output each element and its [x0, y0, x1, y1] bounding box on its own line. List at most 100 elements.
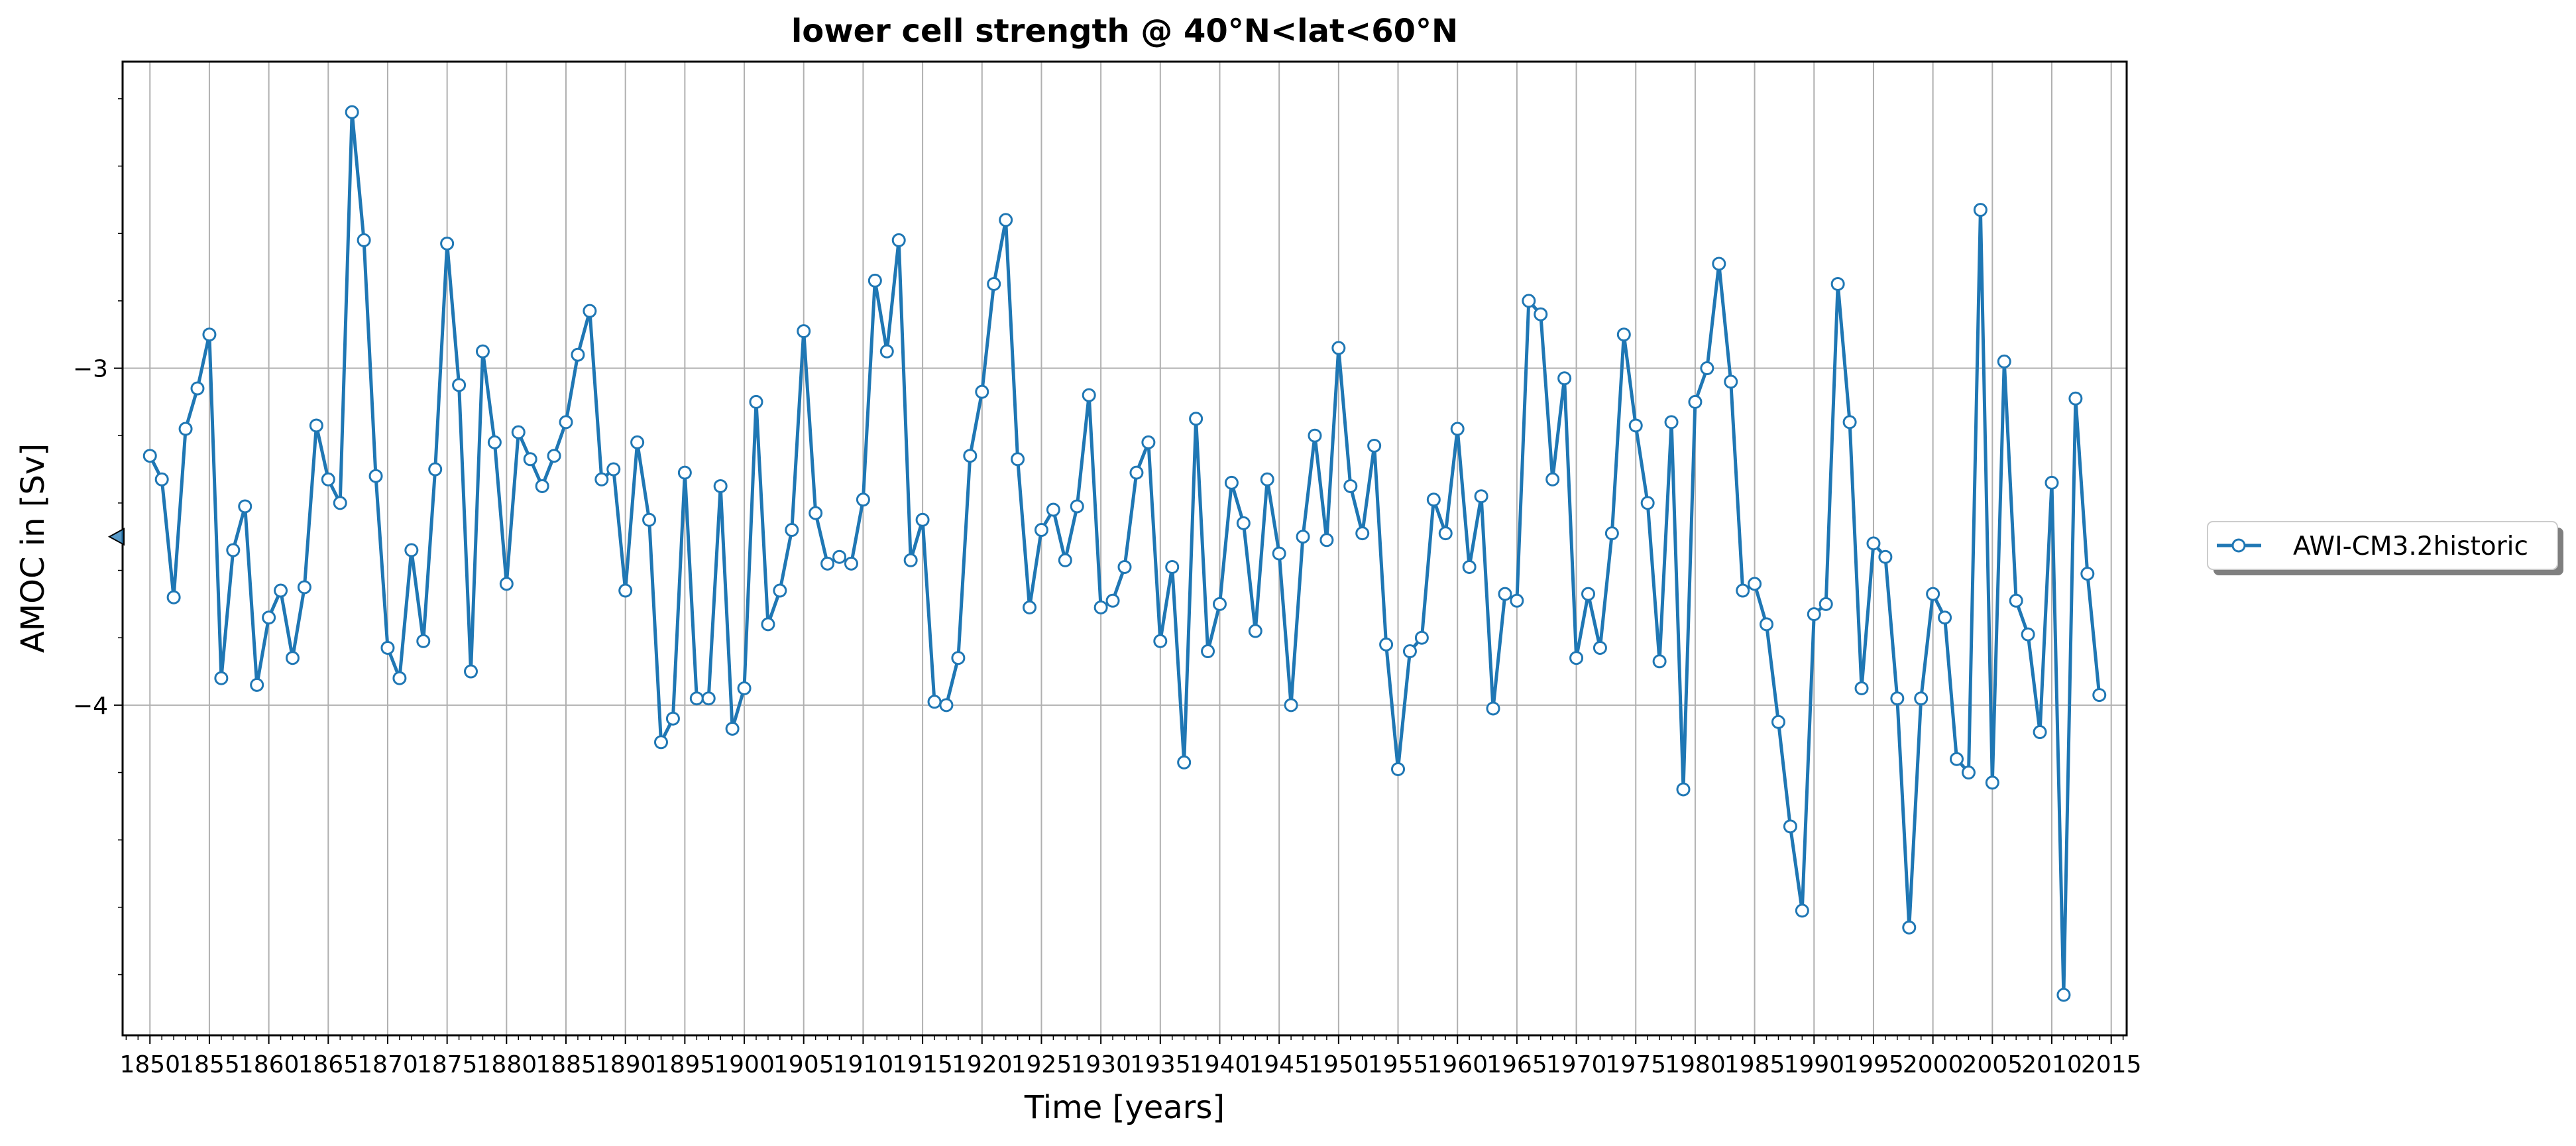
- data-point: [1866, 536, 1881, 551]
- data-point: [1581, 587, 1596, 601]
- data-point: [2021, 627, 2035, 642]
- data-point: [856, 492, 870, 507]
- data-point: [1023, 600, 1037, 614]
- data-point: [452, 378, 467, 392]
- data-point: [1914, 691, 1929, 706]
- data-point: [618, 583, 633, 598]
- x-tick-label: 1870: [357, 1051, 418, 1078]
- data-point: [677, 465, 692, 480]
- data-point: [1652, 654, 1667, 669]
- data-point: [142, 449, 157, 463]
- x-tick-label: 1905: [773, 1051, 834, 1078]
- data-point: [559, 415, 573, 430]
- data-point: [1640, 496, 1655, 510]
- data-point: [428, 462, 443, 477]
- data-point: [1391, 762, 1406, 776]
- x-tick-label: 2000: [1903, 1051, 1964, 1078]
- data-point: [202, 327, 217, 342]
- data-point: [1498, 587, 1512, 601]
- data-point: [1284, 698, 1298, 713]
- data-point: [1296, 530, 1310, 544]
- legend-marker-sample: [2231, 538, 2246, 553]
- data-point: [1604, 526, 1619, 541]
- x-tick-label: 1970: [1546, 1051, 1607, 1078]
- data-point: [1260, 472, 1274, 487]
- data-point: [963, 449, 978, 463]
- data-point: [274, 583, 288, 598]
- y-axis-label: AMOC in [Sv]: [15, 443, 52, 653]
- x-tick-label: 1930: [1070, 1051, 1131, 1078]
- data-point: [1011, 452, 1025, 467]
- data-point: [1616, 327, 1631, 342]
- data-point: [178, 422, 193, 436]
- data-point: [1070, 499, 1084, 514]
- data-point: [1545, 472, 1560, 487]
- data-point: [797, 324, 811, 339]
- data-point: [1438, 526, 1453, 541]
- data-point: [238, 499, 252, 514]
- x-tick-label: 1885: [535, 1051, 596, 1078]
- chart-title: lower cell strength @ 40°N<lat<60°N: [791, 13, 1458, 50]
- data-point: [1842, 415, 1857, 430]
- data-point: [1093, 600, 1108, 614]
- data-point: [2092, 688, 2107, 703]
- data-point: [2080, 567, 2095, 581]
- data-point: [1724, 374, 1738, 389]
- data-point: [927, 695, 942, 709]
- data-point: [1236, 516, 1251, 530]
- data-point: [1272, 546, 1286, 561]
- data-point: [487, 435, 502, 449]
- data-point: [1664, 415, 1679, 430]
- data-point: [154, 472, 169, 487]
- data-point: [166, 590, 181, 604]
- data-point: [1760, 617, 1774, 632]
- data-point: [1117, 559, 1132, 574]
- data-point: [1319, 533, 1334, 547]
- x-tick-label: 2005: [1962, 1051, 2023, 1078]
- data-point: [2068, 391, 2083, 406]
- data-point: [1105, 593, 1120, 608]
- data-point: [844, 556, 858, 571]
- data-point: [1522, 294, 1536, 308]
- data-point: [1367, 438, 1382, 453]
- data-point: [606, 462, 621, 477]
- data-point: [226, 543, 241, 557]
- data-point: [1926, 587, 1940, 601]
- data-point: [1700, 361, 1714, 376]
- data-point: [1557, 371, 1572, 386]
- data-point: [1534, 307, 1548, 321]
- data-point: [285, 651, 300, 665]
- x-tick-label: 1900: [714, 1051, 775, 1078]
- legend: AWI-CM3.2historic: [2207, 521, 2563, 575]
- data-point: [1973, 203, 1988, 217]
- data-point: [1961, 766, 1976, 780]
- x-tick-label: 2010: [2021, 1051, 2082, 1078]
- data-point: [1201, 644, 1215, 659]
- x-tick-label: 1950: [1308, 1051, 1369, 1078]
- data-point: [357, 233, 371, 247]
- data-point: [511, 425, 526, 439]
- data-point: [1450, 422, 1465, 436]
- data-point: [1462, 559, 1477, 574]
- data-point: [250, 677, 264, 692]
- x-tick-label: 1975: [1605, 1051, 1666, 1078]
- data-point: [2056, 988, 2071, 1002]
- data-point: [1165, 559, 1180, 574]
- x-tick-label: 1940: [1190, 1051, 1251, 1078]
- data-point: [1854, 681, 1869, 695]
- data-point: [1153, 634, 1168, 648]
- data-point: [915, 512, 930, 527]
- data-point: [891, 233, 906, 247]
- data-point: [868, 273, 882, 288]
- data-point: [1402, 644, 1417, 659]
- x-tick-label: 1945: [1249, 1051, 1310, 1078]
- x-tick-label: 1850: [119, 1051, 180, 1078]
- data-point: [1688, 394, 1703, 409]
- data-point: [333, 496, 347, 510]
- data-point: [1985, 775, 1999, 790]
- data-point: [630, 435, 645, 449]
- data-point: [392, 671, 407, 685]
- data-point: [1046, 502, 1060, 517]
- data-point: [1486, 701, 1500, 716]
- x-tick-label: 1910: [833, 1051, 894, 1078]
